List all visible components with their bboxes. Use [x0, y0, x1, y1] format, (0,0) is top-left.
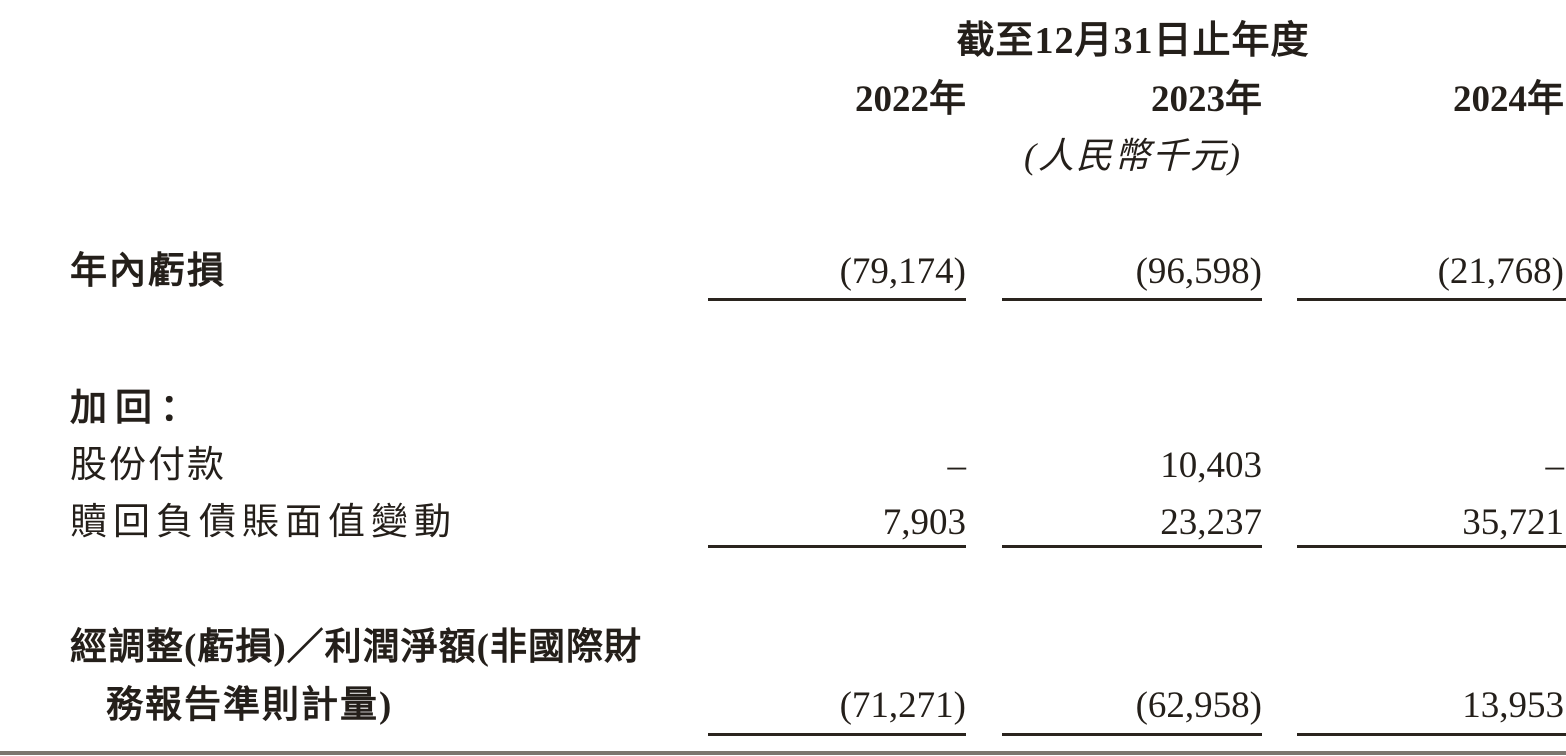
bottom-border-line [0, 751, 1566, 755]
underline-loss-col2 [1002, 298, 1262, 301]
cell-redemption-2024: 35,721 [1462, 502, 1564, 543]
cell-adjusted-2024: 13,953 [1462, 685, 1564, 726]
cell-share-payments-2023: 10,403 [1160, 445, 1262, 486]
row-label-share-based-payments: 股份付款 [70, 445, 226, 486]
currency-unit-note: (人民幣千元) [1024, 136, 1242, 176]
cell-share-payments-2022: – [947, 445, 967, 486]
underline-redemption-col3 [1297, 545, 1566, 548]
year-column-2022: 2022年 [855, 79, 966, 120]
underline-adjusted-col2 [1002, 733, 1262, 736]
row-label-loss-for-year: 年內虧損 [70, 251, 226, 292]
year-column-2023: 2023年 [1151, 79, 1262, 120]
cell-redemption-2022: 7,903 [882, 502, 966, 543]
row-label-adjusted-net-line1: 經調整(虧損)／利潤淨額(非國際財 [70, 627, 642, 668]
underline-adjusted-col3 [1297, 733, 1566, 736]
year-column-2024: 2024年 [1453, 79, 1564, 120]
row-label-add-back: 加回： [70, 388, 205, 429]
row-label-adjusted-net-line2: 務報告準則計量) [106, 685, 394, 726]
cell-loss-2022: (79,174) [839, 251, 966, 292]
cell-loss-2024: (21,768) [1437, 251, 1564, 292]
cell-redemption-2023: 23,237 [1160, 502, 1262, 543]
cell-adjusted-2023: (62,958) [1135, 685, 1262, 726]
underline-redemption-col2 [1002, 545, 1262, 548]
underline-adjusted-col1 [708, 733, 966, 736]
period-header: 截至12月31日止年度 [956, 20, 1310, 62]
underline-redemption-col1 [708, 545, 966, 548]
underline-loss-col1 [708, 298, 966, 301]
cell-adjusted-2022: (71,271) [839, 685, 966, 726]
cell-loss-2023: (96,598) [1135, 251, 1262, 292]
row-label-redemption-liability-change: 贖回負債賬面值變動 [70, 502, 457, 543]
underline-loss-col3 [1297, 298, 1566, 301]
cell-share-payments-2024: – [1545, 445, 1565, 486]
